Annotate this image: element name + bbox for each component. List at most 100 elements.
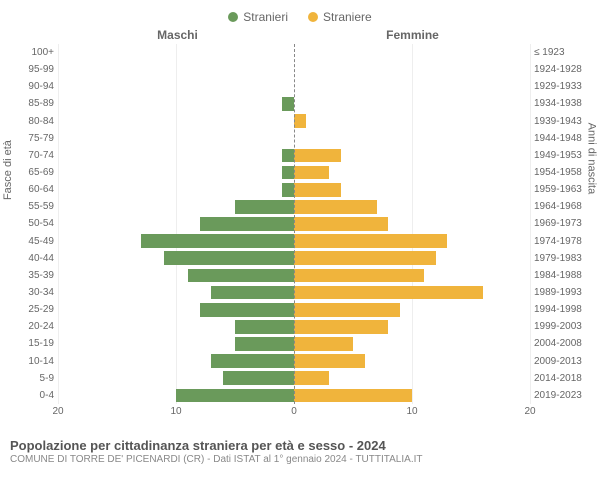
bar-female — [294, 114, 306, 128]
age-row: 75-79 1944-1948 — [10, 130, 590, 147]
age-label: 35-39 — [10, 270, 58, 281]
age-label: 90-94 — [10, 81, 58, 92]
bar-female — [294, 389, 412, 403]
bar-male — [141, 234, 294, 248]
legend-female: Straniere — [308, 10, 372, 24]
age-label: 95-99 — [10, 64, 58, 75]
column-title-female: Femmine — [295, 28, 590, 42]
year-label: 1934-1938 — [530, 98, 590, 109]
age-label: 30-34 — [10, 287, 58, 298]
year-label: 1999-2003 — [530, 321, 590, 332]
bar-female — [294, 251, 436, 265]
age-row: 85-89 1934-1938 — [10, 95, 590, 112]
bar-male — [211, 354, 294, 368]
age-row: 50-54 1969-1973 — [10, 215, 590, 232]
age-row: 10-14 2009-2013 — [10, 353, 590, 370]
age-row: 90-94 1929-1933 — [10, 78, 590, 95]
age-row: 100+ ≤ 1923 — [10, 44, 590, 61]
bar-female — [294, 337, 353, 351]
age-label: 75-79 — [10, 133, 58, 144]
age-label: 40-44 — [10, 253, 58, 264]
x-tick: 10 — [170, 406, 181, 417]
bar-female — [294, 320, 388, 334]
age-label: 50-54 — [10, 218, 58, 229]
age-row: 55-591964-1968 — [10, 198, 590, 215]
age-label: 85-89 — [10, 98, 58, 109]
bar-male — [200, 303, 294, 317]
year-label: 1929-1933 — [530, 81, 590, 92]
x-tick: 10 — [406, 406, 417, 417]
year-label: 2009-2013 — [530, 356, 590, 367]
bar-female — [294, 217, 388, 231]
age-label: 80-84 — [10, 116, 58, 127]
year-label: 1974-1978 — [530, 236, 590, 247]
year-label: 1944-1948 — [530, 133, 590, 144]
legend-swatch-male — [228, 12, 238, 22]
bar-female — [294, 200, 377, 214]
bar-male — [235, 200, 294, 214]
age-row: 0-4 2019-2023 — [10, 387, 590, 404]
age-label: 100+ — [10, 47, 58, 58]
footer-subtitle: COMUNE DI TORRE DE' PICENARDI (CR) - Dat… — [10, 454, 590, 465]
year-label: 1989-1993 — [530, 287, 590, 298]
year-label: 1954-1958 — [530, 167, 590, 178]
bar-male — [235, 320, 294, 334]
year-label: 2014-2018 — [530, 373, 590, 384]
age-label: 10-14 — [10, 356, 58, 367]
year-label: 1939-1943 — [530, 116, 590, 127]
age-label: 60-64 — [10, 184, 58, 195]
chart-legend: Stranieri Straniere — [10, 10, 590, 24]
year-label: 1979-1983 — [530, 253, 590, 264]
bar-male — [164, 251, 294, 265]
year-label: 1984-1988 — [530, 270, 590, 281]
age-row: 95-991924-1928 — [10, 61, 590, 78]
year-label: 1964-1968 — [530, 201, 590, 212]
bar-female — [294, 371, 329, 385]
age-label: 70-74 — [10, 150, 58, 161]
bar-male — [211, 286, 294, 300]
legend-label-male: Stranieri — [243, 10, 288, 24]
legend-swatch-female — [308, 12, 318, 22]
age-row: 45-49 1974-1978 — [10, 233, 590, 250]
footer-title: Popolazione per cittadinanza straniera p… — [10, 438, 590, 453]
bar-male — [176, 389, 294, 403]
bar-male — [282, 183, 294, 197]
year-label: ≤ 1923 — [530, 47, 590, 58]
age-row: 15-192004-2008 — [10, 335, 590, 352]
year-label: 2019-2023 — [530, 390, 590, 401]
legend-male: Stranieri — [228, 10, 288, 24]
age-row: 60-64 1959-1963 — [10, 181, 590, 198]
x-axis: 20 10 0 10 20 — [10, 406, 590, 420]
age-row: 5-9 2014-2018 — [10, 370, 590, 387]
bar-male — [282, 97, 294, 111]
year-label: 1994-1998 — [530, 304, 590, 315]
bar-male — [188, 269, 294, 283]
age-label: 5-9 — [10, 373, 58, 384]
chart-footer: Popolazione per cittadinanza straniera p… — [10, 438, 590, 465]
year-label: 1949-1953 — [530, 150, 590, 161]
age-row: 20-24 1999-2003 — [10, 318, 590, 335]
bar-female — [294, 234, 447, 248]
x-tick: 20 — [524, 406, 535, 417]
x-tick: 0 — [291, 406, 297, 417]
year-label: 1959-1963 — [530, 184, 590, 195]
age-row: 35-39 1984-1988 — [10, 267, 590, 284]
bar-female — [294, 303, 400, 317]
age-label: 0-4 — [10, 390, 58, 401]
bar-male — [223, 371, 294, 385]
age-label: 45-49 — [10, 236, 58, 247]
age-row: 25-291994-1998 — [10, 301, 590, 318]
bar-female — [294, 149, 341, 163]
age-row: 80-84 1939-1943 — [10, 113, 590, 130]
x-tick: 20 — [52, 406, 63, 417]
bar-female — [294, 166, 329, 180]
age-label: 20-24 — [10, 321, 58, 332]
age-row: 65-691954-1958 — [10, 164, 590, 181]
age-label: 15-19 — [10, 338, 58, 349]
year-label: 1969-1973 — [530, 218, 590, 229]
bar-female — [294, 183, 341, 197]
age-row: 30-34 1989-1993 — [10, 284, 590, 301]
legend-label-female: Straniere — [323, 10, 372, 24]
bar-male — [282, 166, 294, 180]
pyramid-chart: Maschi Femmine Fasce di età Anni di nasc… — [10, 28, 590, 428]
